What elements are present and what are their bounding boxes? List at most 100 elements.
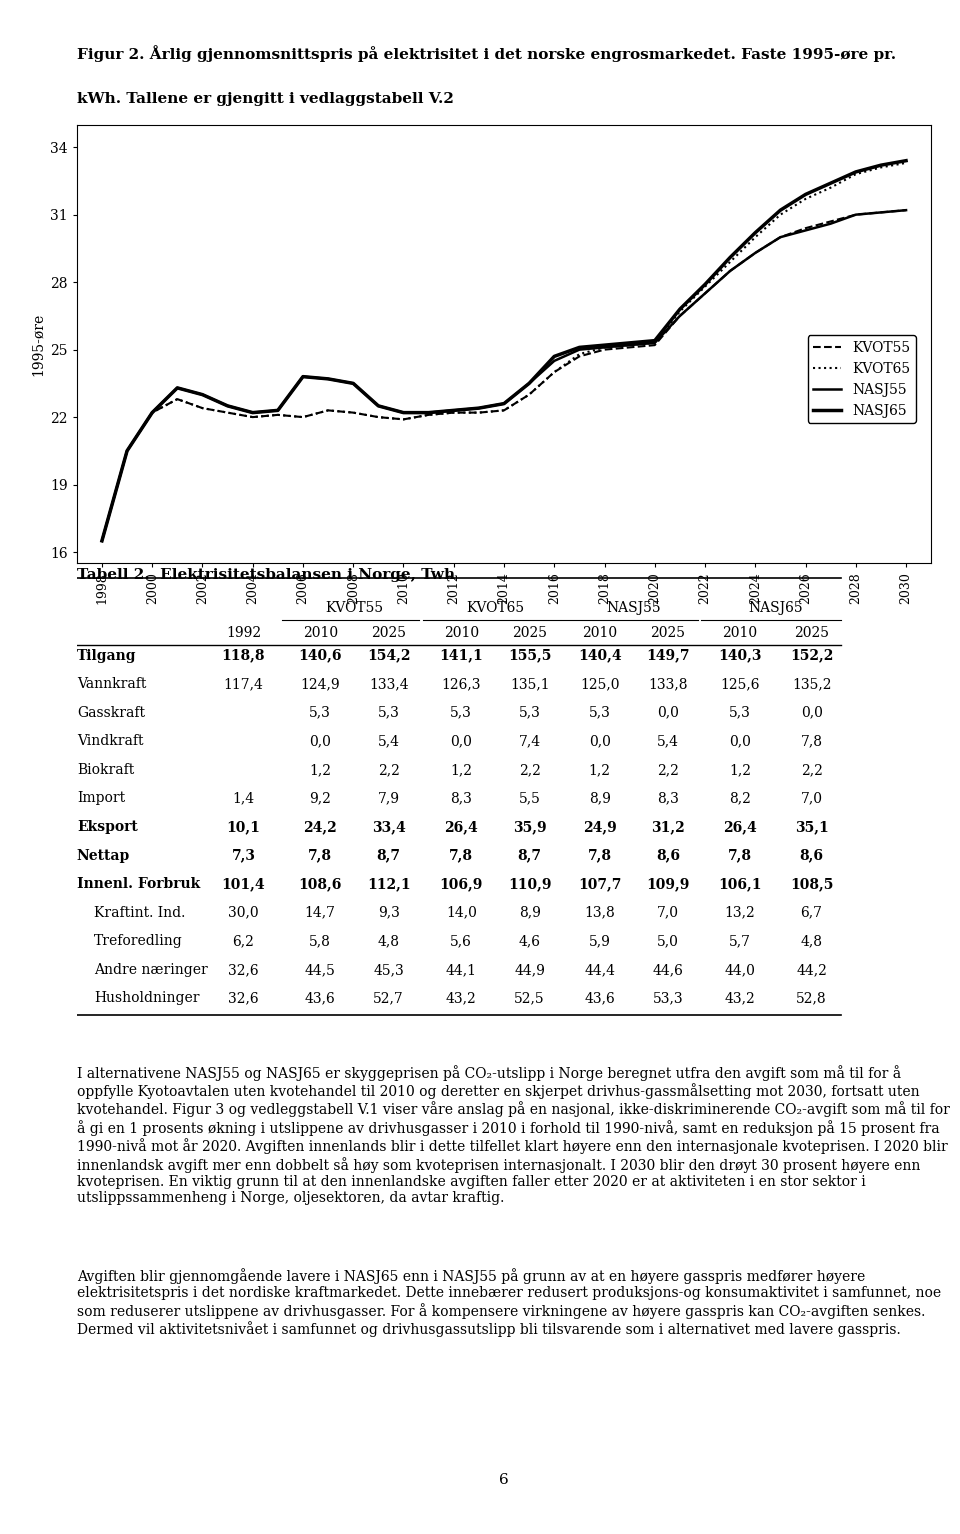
Text: 2010: 2010 (444, 626, 479, 640)
KVOT65 (850, 166, 861, 184)
Text: 4,8: 4,8 (377, 934, 399, 948)
Text: 108,5: 108,5 (790, 877, 833, 891)
KVOT55 (272, 405, 283, 423)
Text: 5,3: 5,3 (729, 706, 751, 719)
Text: kWh. Tallene er gjengitt i vedlaggstabell V.2: kWh. Tallene er gjengitt i vedlaggstabel… (77, 92, 454, 106)
KVOT55 (498, 402, 510, 420)
Text: 8,9: 8,9 (518, 905, 540, 920)
Text: Nettap: Nettap (77, 848, 130, 862)
NASJ65 (674, 301, 685, 319)
NASJ65 (247, 403, 258, 422)
NASJ65 (599, 336, 611, 354)
KVOT65 (699, 278, 710, 296)
Text: 0,0: 0,0 (588, 735, 611, 749)
Text: 2025: 2025 (512, 626, 547, 640)
Text: Vindkraft: Vindkraft (77, 735, 143, 749)
Text: 44,4: 44,4 (585, 963, 615, 977)
KVOT55 (197, 399, 208, 417)
NASJ65 (422, 403, 434, 422)
Text: 106,1: 106,1 (718, 877, 761, 891)
KVOT65 (725, 253, 736, 272)
KVOT65 (247, 408, 258, 426)
Text: 125,0: 125,0 (580, 676, 619, 692)
Text: 1,2: 1,2 (729, 762, 751, 776)
Text: 10,1: 10,1 (227, 821, 260, 834)
Text: 7,8: 7,8 (588, 848, 612, 862)
Text: 1,2: 1,2 (309, 762, 331, 776)
NASJ65 (699, 275, 710, 293)
Text: 52,7: 52,7 (373, 991, 404, 1005)
KVOT55 (775, 229, 786, 247)
Text: 26,4: 26,4 (723, 821, 756, 834)
KVOT65 (473, 403, 485, 422)
Text: 7,9: 7,9 (377, 792, 399, 805)
Text: 117,4: 117,4 (224, 676, 263, 692)
Text: 7,8: 7,8 (308, 848, 332, 862)
NASJ55 (397, 403, 409, 422)
Text: 6: 6 (499, 1473, 509, 1486)
NASJ55 (96, 532, 108, 551)
NASJ55 (674, 307, 685, 325)
Text: 7,8: 7,8 (728, 848, 752, 862)
KVOT65 (422, 405, 434, 423)
Text: 26,4: 26,4 (444, 821, 478, 834)
NASJ55 (699, 284, 710, 302)
NASJ55 (473, 399, 485, 417)
Text: 2,2: 2,2 (518, 762, 540, 776)
Line: KVOT55: KVOT55 (102, 210, 906, 542)
KVOT65 (372, 408, 384, 426)
NASJ55 (775, 229, 786, 247)
Text: 2,2: 2,2 (377, 762, 399, 776)
Text: Treforedling: Treforedling (94, 934, 182, 948)
NASJ65 (498, 394, 510, 413)
Text: 0,0: 0,0 (801, 706, 823, 719)
KVOT65 (574, 345, 586, 364)
KVOT55 (96, 532, 108, 551)
Text: 44,5: 44,5 (305, 963, 336, 977)
Text: 31,2: 31,2 (651, 821, 684, 834)
KVOT55 (372, 408, 384, 426)
Text: 52,8: 52,8 (796, 991, 827, 1005)
NASJ55 (448, 402, 460, 420)
KVOT65 (272, 405, 283, 423)
Text: 13,2: 13,2 (725, 905, 756, 920)
Text: 43,2: 43,2 (725, 991, 756, 1005)
NASJ65 (172, 379, 183, 397)
KVOT55 (800, 219, 811, 238)
NASJ65 (96, 532, 108, 551)
Text: 0,0: 0,0 (657, 706, 679, 719)
Text: 155,5: 155,5 (508, 649, 551, 663)
Text: 118,8: 118,8 (222, 649, 265, 663)
Text: 43,6: 43,6 (585, 991, 615, 1005)
KVOT65 (298, 408, 309, 426)
KVOT65 (674, 302, 685, 321)
Text: 8,9: 8,9 (588, 792, 611, 805)
Text: 5,3: 5,3 (450, 706, 472, 719)
NASJ55 (197, 385, 208, 403)
Text: 44,2: 44,2 (796, 963, 827, 977)
Text: Eksport: Eksport (77, 821, 137, 834)
Text: 30,0: 30,0 (228, 905, 259, 920)
KVOT65 (548, 364, 560, 382)
KVOT65 (222, 403, 233, 422)
KVOT65 (900, 153, 912, 172)
Text: 35,9: 35,9 (513, 821, 546, 834)
Text: 1992: 1992 (226, 626, 261, 640)
Text: 125,6: 125,6 (720, 676, 759, 692)
Text: 44,1: 44,1 (445, 963, 477, 977)
KVOT55 (121, 442, 132, 460)
KVOT65 (448, 403, 460, 422)
NASJ65 (825, 173, 836, 192)
Text: 8,6: 8,6 (656, 848, 680, 862)
Text: 7,0: 7,0 (657, 905, 679, 920)
KVOT55 (876, 202, 887, 221)
Text: 32,6: 32,6 (228, 991, 259, 1005)
Legend: KVOT55, KVOT65, NASJ55, NASJ65: KVOT55, KVOT65, NASJ55, NASJ65 (807, 334, 916, 423)
NASJ65 (523, 374, 535, 393)
KVOT55 (397, 410, 409, 428)
Text: 133,4: 133,4 (369, 676, 408, 692)
KVOT65 (825, 178, 836, 196)
Text: NASJ55: NASJ55 (607, 601, 661, 615)
KVOT65 (397, 410, 409, 428)
Line: KVOT65: KVOT65 (102, 163, 906, 542)
